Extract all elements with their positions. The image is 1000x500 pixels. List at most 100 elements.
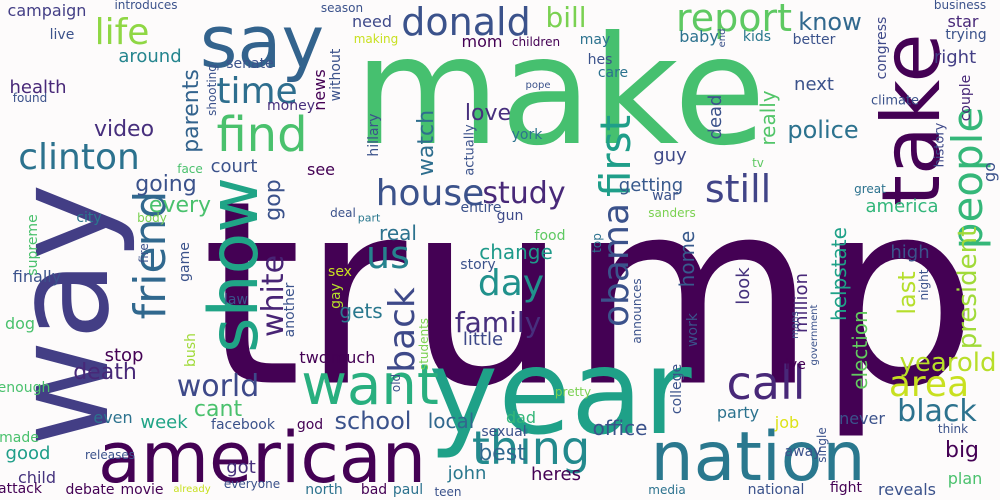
- word-mom: mom: [461, 32, 503, 51]
- word-little: little: [462, 329, 504, 350]
- word-want: want: [301, 353, 439, 418]
- word-helpstate: helpstate: [827, 227, 851, 321]
- word-star: star: [947, 12, 979, 31]
- word-even: even: [93, 408, 133, 427]
- word-day: day: [477, 263, 545, 304]
- word-nation: nation: [650, 418, 866, 497]
- word-love: love: [464, 101, 512, 126]
- word-supreme: supreme: [25, 214, 41, 276]
- word-made: made: [0, 430, 39, 446]
- word-part: part: [357, 211, 381, 225]
- word-right: right: [933, 47, 977, 68]
- word-video: video: [93, 117, 155, 142]
- word-law: law: [224, 292, 248, 308]
- word-party: party: [716, 403, 760, 422]
- word-top: top: [590, 233, 604, 253]
- word-attack: attack: [0, 481, 42, 497]
- word-city: city: [76, 210, 102, 226]
- word-time: time: [216, 71, 298, 112]
- word-next: next: [794, 74, 834, 95]
- word-congress: congress: [874, 16, 890, 80]
- word-area: area: [888, 364, 970, 405]
- word-better: better: [792, 32, 836, 48]
- word-sanders: sanders: [648, 206, 696, 220]
- word-live: live: [49, 27, 75, 43]
- word-good: good: [5, 443, 51, 464]
- word-announces: announces: [630, 278, 644, 344]
- word-election: election: [848, 310, 872, 390]
- word-actually: actually: [462, 124, 478, 176]
- word-death: death: [73, 360, 137, 385]
- word-two: two: [299, 348, 329, 367]
- word-donald: donald: [401, 0, 531, 44]
- word-facebook: facebook: [211, 417, 275, 433]
- word-local: local: [427, 409, 475, 433]
- word-mans: mans: [790, 311, 801, 339]
- word-war: war: [652, 188, 678, 204]
- word-reveals: reveals: [878, 480, 936, 499]
- word-season: season: [320, 1, 364, 15]
- word-getting: getting: [618, 175, 684, 196]
- word-children: children: [511, 35, 561, 49]
- word-bad: bad: [360, 482, 388, 498]
- word-already: already: [173, 484, 211, 495]
- word-last: last: [893, 271, 921, 315]
- word-god: god: [296, 417, 324, 433]
- word-cant: cant: [193, 397, 243, 422]
- word-home: home: [675, 230, 699, 288]
- word-real: real: [379, 221, 417, 245]
- word-going: going: [135, 172, 197, 197]
- word-paul: paul: [392, 482, 424, 498]
- word-around: around: [118, 46, 182, 67]
- word-away: away: [784, 444, 822, 460]
- word-big: big: [944, 438, 980, 463]
- word-guy: guy: [653, 145, 687, 166]
- word-school: school: [334, 407, 412, 435]
- word-sex: sex: [328, 264, 352, 280]
- word-gay: gay: [328, 283, 344, 309]
- word-york: york: [511, 127, 543, 143]
- word-teen: teen: [434, 485, 462, 499]
- word-john: john: [447, 463, 487, 484]
- word-pretty: pretty: [554, 385, 592, 399]
- word-enough: enough: [0, 380, 51, 396]
- word-making: making: [353, 32, 399, 46]
- word-night: night: [917, 269, 931, 301]
- word-government: government: [809, 304, 820, 366]
- word-everyone: everyone: [223, 477, 281, 491]
- word-shooting: shooting: [205, 64, 219, 116]
- word-never: never: [839, 409, 885, 428]
- word-watch: watch: [414, 109, 439, 177]
- word-need: need: [352, 12, 392, 31]
- word-finally: finally: [12, 267, 62, 286]
- word-black: black: [897, 394, 977, 429]
- word-gun: gun: [496, 208, 524, 224]
- word-child: child: [18, 468, 56, 487]
- word-entire: entire: [460, 200, 502, 216]
- word-face: face: [177, 162, 203, 176]
- word-students: students: [417, 317, 431, 371]
- word-campaign: campaign: [7, 1, 87, 20]
- word-court: court: [210, 156, 258, 177]
- word-dog: dog: [4, 314, 36, 333]
- word-trump: trump: [201, 146, 979, 444]
- word-stop: stop: [104, 345, 144, 366]
- word-president: president: [953, 226, 983, 350]
- word-pope: pope: [525, 80, 551, 91]
- word-parents: parents: [179, 69, 204, 153]
- word-couple: couple: [958, 74, 974, 122]
- word-call: call: [726, 356, 806, 410]
- word-story: story: [460, 257, 496, 273]
- word-baby: baby: [679, 27, 719, 46]
- word-gop: gop: [261, 179, 286, 221]
- word-gets: gets: [339, 299, 383, 323]
- word-world: world: [176, 369, 260, 404]
- word-dad: dad: [505, 408, 537, 427]
- word-still: still: [704, 167, 772, 211]
- word-hes: hes: [587, 52, 613, 68]
- word-office: office: [592, 416, 648, 440]
- word-deal: deal: [330, 206, 356, 220]
- word-great: great: [854, 182, 886, 196]
- word-plan: plan: [947, 469, 983, 488]
- word-family: family: [454, 306, 542, 339]
